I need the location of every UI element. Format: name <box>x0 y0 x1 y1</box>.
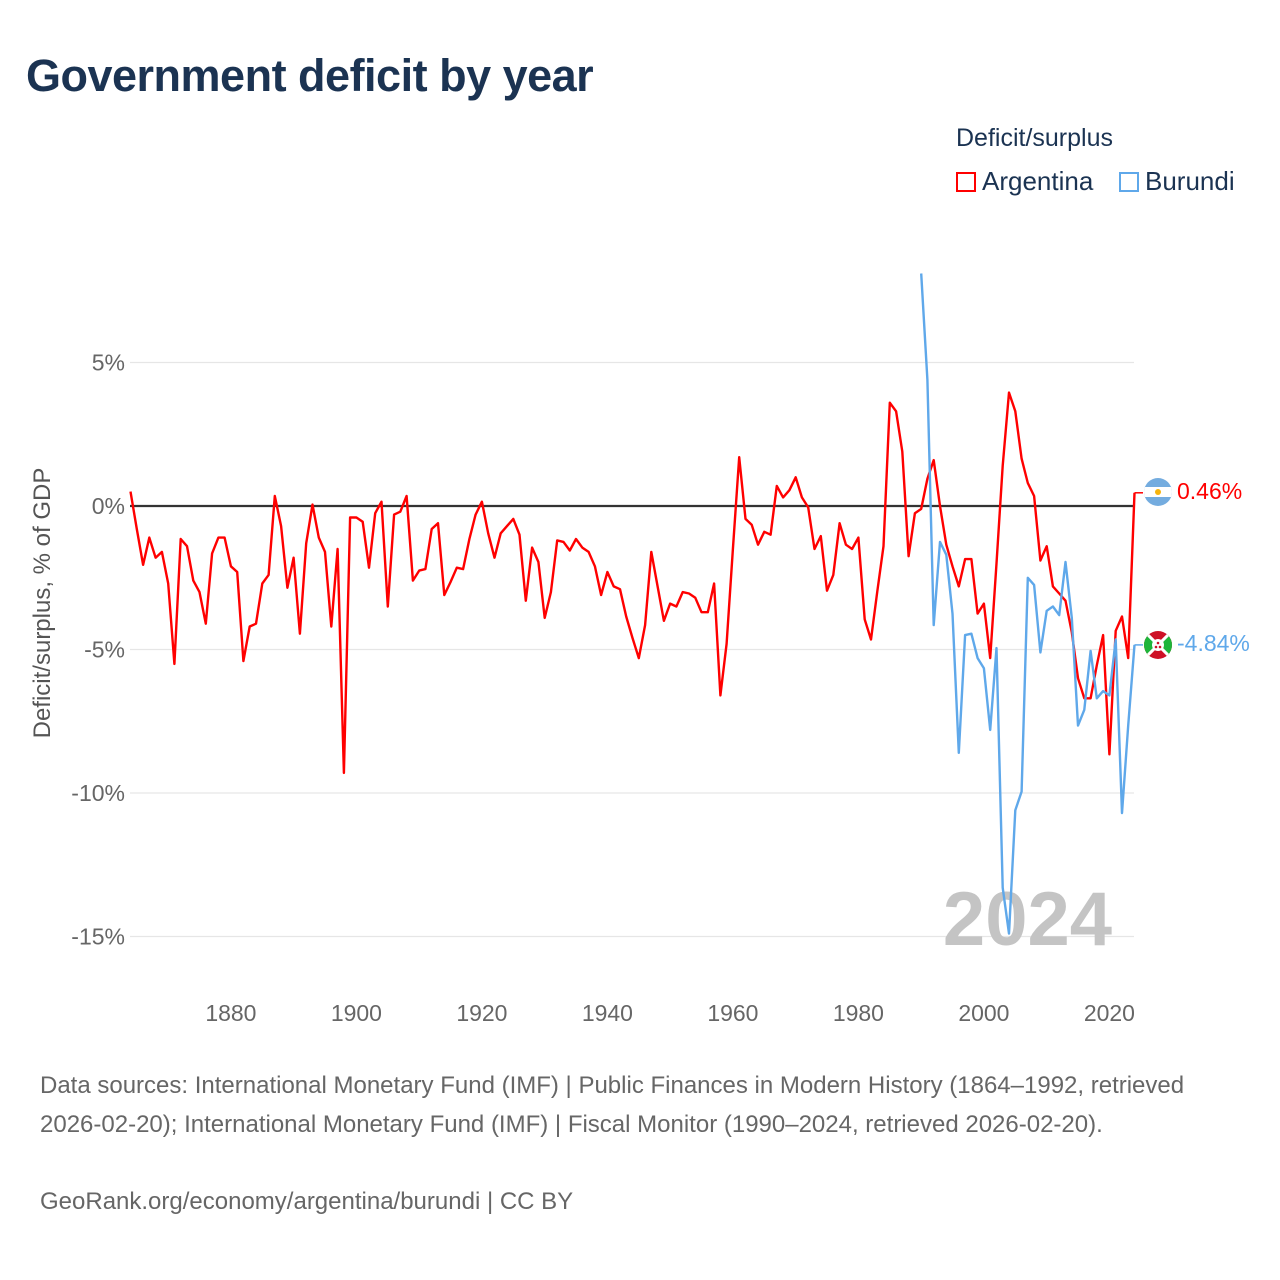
x-tick-label: 1960 <box>707 1000 758 1026</box>
x-tick-label: 1940 <box>582 1000 633 1026</box>
argentina-end-label: 0.46% <box>1177 478 1242 504</box>
x-tick-label: 1900 <box>331 1000 382 1026</box>
legend-label-argentina: Argentina <box>982 166 1094 196</box>
y-tick-label: -15% <box>71 924 125 950</box>
x-tick-label: 2000 <box>958 1000 1009 1026</box>
x-tick-label: 1880 <box>205 1000 256 1026</box>
chart-title: Government deficit by year <box>26 50 594 101</box>
burundi-end-label: -4.84% <box>1177 630 1250 656</box>
legend-item-argentina[interactable]: Argentina <box>956 166 1093 197</box>
legend-swatch-burundi <box>1119 171 1139 192</box>
y-tick-label: -5% <box>84 637 125 663</box>
footer-sources: Data sources: International Monetary Fun… <box>40 1072 1185 1138</box>
burundi-flag-icon <box>1144 631 1172 659</box>
y-tick-label: 5% <box>92 350 125 376</box>
argentina-flag-icon <box>1144 478 1172 506</box>
y-tick-label: 0% <box>92 493 125 519</box>
legend-item-burundi[interactable]: Burundi <box>1119 166 1235 197</box>
year-watermark: 2024 <box>943 877 1112 962</box>
x-tick-label: 1980 <box>833 1000 884 1026</box>
legend-label-burundi: Burundi <box>1145 166 1235 196</box>
series-line-argentina[interactable] <box>129 391 1136 775</box>
x-tick-label: 1920 <box>456 1000 507 1026</box>
footer-credit[interactable]: GeoRank.org/economy/argentina/burundi | … <box>40 1188 574 1215</box>
y-axis-title: Deficit/surplus, % of GDP <box>29 468 56 739</box>
legend-swatch-argentina <box>956 171 976 192</box>
legend-title: Deficit/surplus <box>956 124 1113 152</box>
y-tick-label: -10% <box>71 780 125 806</box>
series-line-burundi[interactable] <box>920 273 1136 935</box>
x-tick-label: 2020 <box>1084 1000 1135 1026</box>
